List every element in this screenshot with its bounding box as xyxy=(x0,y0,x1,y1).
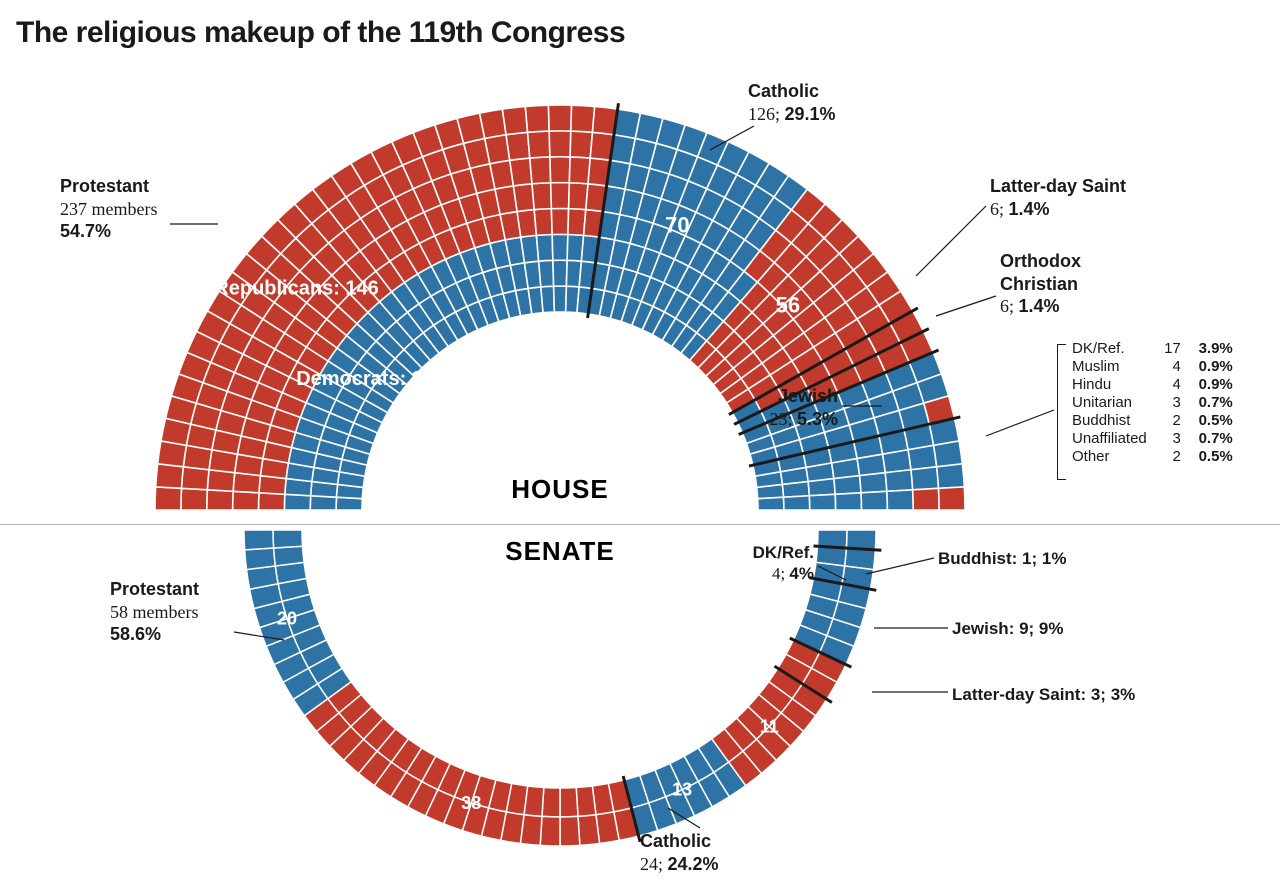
senate-label-catholic: Catholic 24; 24.2% xyxy=(640,830,719,875)
house-label-jewish: Jewish 23; 5.3% xyxy=(728,385,838,430)
svg-text:20: 20 xyxy=(277,609,297,629)
house-label-orthodox: OrthodoxChristian 6; 1.4% xyxy=(1000,250,1081,318)
house-label-catholic: Catholic 126; 29.1% xyxy=(748,80,836,125)
senate-label-lds: Latter-day Saint: 3; 3% xyxy=(952,684,1135,705)
svg-text:SENATE: SENATE xyxy=(505,536,615,566)
chamber-divider xyxy=(0,524,1280,525)
svg-text:70: 70 xyxy=(665,212,689,237)
svg-text:38: 38 xyxy=(461,793,481,813)
house-label-protestant: Protestant 237 members 54.7% xyxy=(60,175,157,243)
senate-label-jewish: Jewish: 9; 9% xyxy=(952,618,1064,639)
senate-label-dkref: DK/Ref. 4; 4% xyxy=(726,542,814,585)
page-title: The religious makeup of the 119th Congre… xyxy=(16,16,625,50)
house-other-table: DK/Ref.173.9%Muslim40.9%Hindu40.9%Unitar… xyxy=(1072,340,1239,466)
svg-text:Republicans: 146: Republicans: 146 xyxy=(214,278,379,300)
svg-text:11: 11 xyxy=(760,716,779,736)
svg-text:13: 13 xyxy=(672,780,692,800)
senate-label-buddhist: Buddhist: 1; 1% xyxy=(938,548,1066,569)
svg-text:56: 56 xyxy=(776,293,800,318)
svg-text:Democrats: 91: Democrats: 91 xyxy=(296,368,434,390)
senate-label-protestant: Protestant 58 members 58.6% xyxy=(110,578,199,646)
other-bracket xyxy=(1057,344,1066,480)
house-label-lds: Latter-day Saint 6; 1.4% xyxy=(990,175,1126,220)
svg-text:HOUSE: HOUSE xyxy=(511,474,608,504)
